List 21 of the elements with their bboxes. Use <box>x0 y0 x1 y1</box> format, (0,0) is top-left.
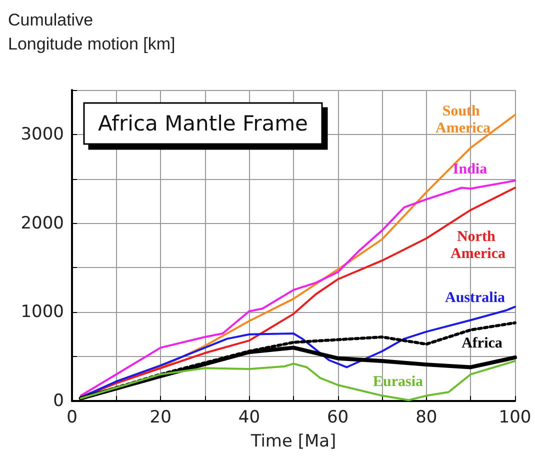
series-label: Africa <box>462 335 503 352</box>
x-tick-label: 20 <box>150 408 172 428</box>
series-label: India <box>452 162 488 178</box>
x-tick-label: 60 <box>326 408 349 428</box>
x-tick-label: 0 <box>66 408 78 428</box>
y-tick-label: 1000 <box>20 302 64 322</box>
y-axis-title: Cumulative Longitude motion [km] <box>8 10 176 54</box>
series-label: South America <box>436 103 491 136</box>
y-tick-label: 2000 <box>20 213 64 234</box>
y-tick-label: 3000 <box>20 124 64 144</box>
line-series <box>80 306 516 398</box>
y-tick-label: 0 <box>53 391 64 411</box>
series-label: North America <box>450 229 506 262</box>
series-label: Australia <box>445 290 506 306</box>
text: Africa Mantle Frame <box>98 112 308 136</box>
x-axis-title: Time [Ma] <box>250 432 336 452</box>
series-label: Eurasia <box>372 374 424 390</box>
x-tick-label: 80 <box>416 408 438 428</box>
x-tick-label: 100 <box>498 408 532 428</box>
x-tick-label: 40 <box>238 408 260 428</box>
line-series <box>80 360 516 402</box>
